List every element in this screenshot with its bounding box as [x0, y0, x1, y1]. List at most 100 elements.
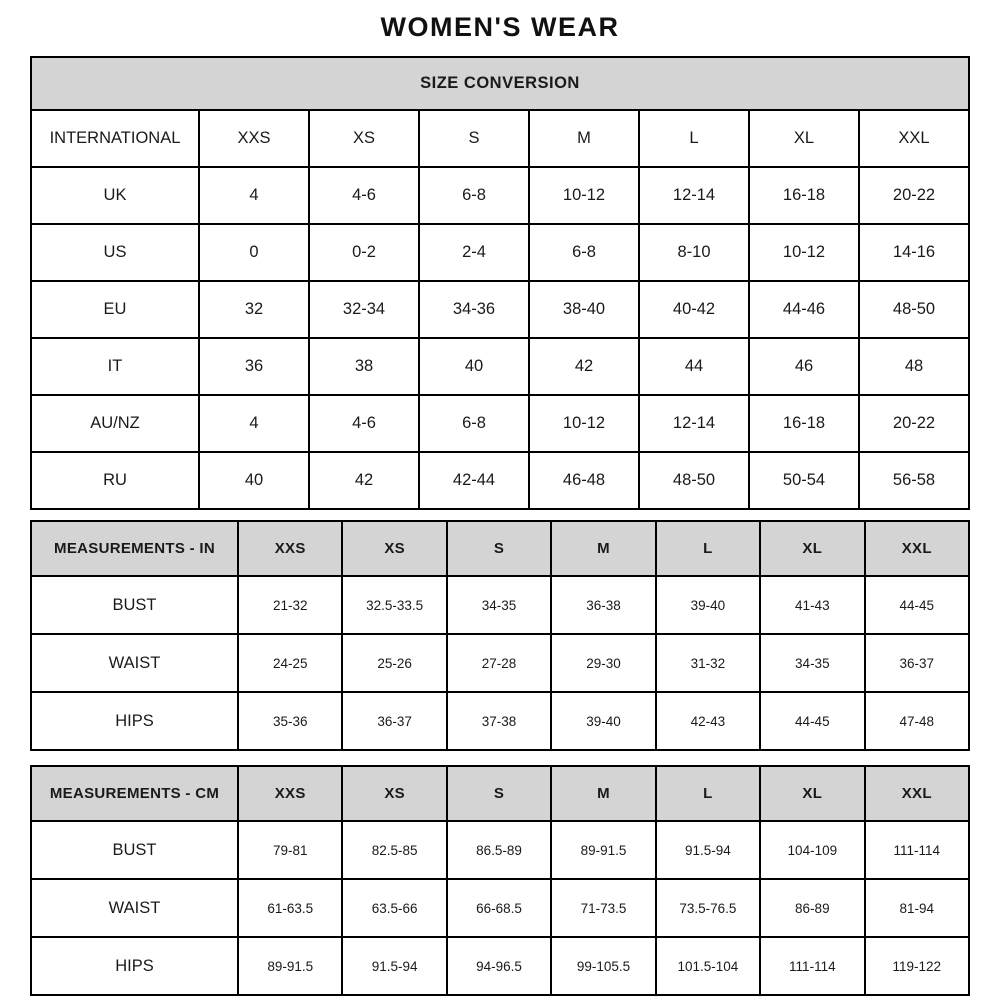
size-chart-cell-ru-xs: 42	[308, 451, 420, 510]
measurements-cm-table: MEASUREMENTS - CM XXS XS S M L XL XXL BUST 79-81 8…	[30, 765, 971, 996]
size-chart-row-label-ru: RU	[30, 451, 200, 510]
size-chart-cell-uk-xxs: 4	[198, 166, 310, 225]
size-chart-row-label-uk: UK	[30, 166, 200, 225]
measurements-cm-header-row: MEASUREMENTS - CM XXS XS S M L XL XXL	[30, 765, 971, 822]
measurements-in-cell-hips-xxl: 47-48	[863, 691, 971, 751]
size-chart-cell-au-nz-xs: 4-6	[308, 394, 420, 453]
size-chart-cell-au-nz-xl: 16-18	[748, 394, 860, 453]
measurements-cm-col-header-xxl: XXL	[863, 765, 971, 822]
measurements-in-cell-hips-xxs: 35-36	[236, 691, 344, 751]
measurements-cm-cell-bust-l: 91.5-94	[654, 820, 762, 880]
measurements-cm-cell-hips-xs: 91.5-94	[341, 936, 448, 996]
size-chart-cell-eu-m: 38-40	[528, 280, 640, 339]
size-chart-title: SIZE CONVERSION	[30, 56, 970, 111]
measurements-cm-cell-bust-xxs: 79-81	[236, 820, 344, 880]
measurements-in-row-label-bust: BUST	[30, 575, 239, 635]
measurements-in-header-row: MEASUREMENTS - IN XXS XS S M L XL XXL	[30, 520, 971, 577]
size-chart-cell-us-s: 2-4	[418, 223, 530, 282]
size-chart-cell-it-l: 44	[638, 337, 750, 396]
measurements-cm-row-bust: BUST 79-81 82.5-85 86.5-89 89-91.5 91.5-94 104…	[30, 820, 971, 880]
size-chart-cell-uk-xxl: 20-22	[858, 166, 970, 225]
measurements-in-row-label-hips: HIPS	[30, 691, 239, 751]
size-chart-cell-eu-xxl: 48-50	[858, 280, 970, 339]
size-chart-cell-uk-xl: 16-18	[748, 166, 860, 225]
size-chart-cell-ru-xxl: 56-58	[858, 451, 970, 510]
measurements-cm-cell-waist-m: 71-73.5	[550, 878, 657, 938]
size-chart-row-label-eu: EU	[30, 280, 200, 339]
measurements-in-row-bust: BUST 21-32 32.5-33.5 34-35 36-38 39-40 41-43 44…	[30, 575, 971, 635]
size-chart-cell-us-l: 8-10	[638, 223, 750, 282]
size-chart-col-header-s: S	[418, 109, 530, 168]
size-chart-row-eu: EU 32 32-34 34-36 38-40 40-42 44-46 48-50	[30, 280, 970, 339]
measurements-cm-row-hips: HIPS 89-91.5 91.5-94 94-96.5 99-105.5 101.5-1…	[30, 936, 971, 996]
measurements-cm-cell-waist-xxs: 61-63.5	[236, 878, 344, 938]
measurements-in-col-header-m: M	[550, 520, 657, 577]
size-chart-row-ru: RU 40 42 42-44 46-48 48-50 50-54 56-58	[30, 451, 970, 510]
measurements-cm-col-header-s: S	[445, 765, 553, 822]
measurements-cm-cell-bust-s: 86.5-89	[445, 820, 553, 880]
measurements-in-cell-waist-xxl: 36-37	[863, 633, 971, 693]
size-chart-cell-it-xs: 38	[308, 337, 420, 396]
measurements-cm-cell-hips-xxs: 89-91.5	[236, 936, 344, 996]
size-chart-cell-us-m: 6-8	[528, 223, 640, 282]
measurements-cm-row-label-hips: HIPS	[30, 936, 239, 996]
measurements-cm-cell-hips-xxl: 119-122	[863, 936, 971, 996]
measurements-in-cell-bust-m: 36-38	[550, 575, 657, 635]
size-chart-cell-it-xxl: 48	[858, 337, 970, 396]
measurements-in-cell-waist-xs: 25-26	[341, 633, 448, 693]
measurements-in-cell-hips-xl: 44-45	[759, 691, 866, 751]
size-conversion-table: SIZE CONVERSION INTERNATIONAL XXS XS S M L XL XX…	[30, 56, 970, 510]
size-chart-cell-uk-l: 12-14	[638, 166, 750, 225]
measurements-in-col-header-s: S	[445, 520, 553, 577]
measurements-cm-cell-waist-l: 73.5-76.5	[654, 878, 762, 938]
measurements-cm-col-header-l: L	[654, 765, 762, 822]
measurements-cm-cell-bust-xl: 104-109	[759, 820, 866, 880]
size-chart-cell-uk-m: 10-12	[528, 166, 640, 225]
measurements-in-corner-label: MEASUREMENTS - IN	[30, 520, 239, 577]
measurements-cm-cell-hips-s: 94-96.5	[445, 936, 553, 996]
measurements-cm-cell-waist-xl: 86-89	[759, 878, 866, 938]
size-chart-cell-au-nz-xxs: 4	[198, 394, 310, 453]
size-chart-row-label-au-nz: AU/NZ	[30, 394, 200, 453]
size-chart-cell-eu-l: 40-42	[638, 280, 750, 339]
measurements-cm-row-waist: WAIST 61-63.5 63.5-66 66-68.5 71-73.5 73.5-76…	[30, 878, 971, 938]
measurements-in-col-header-xxs: XXS	[236, 520, 344, 577]
measurements-in-cell-waist-l: 31-32	[654, 633, 762, 693]
measurements-in-col-header-xxl: XXL	[863, 520, 971, 577]
measurements-cm-cell-bust-m: 89-91.5	[550, 820, 657, 880]
size-chart-cell-ru-m: 46-48	[528, 451, 640, 510]
measurements-in-cell-bust-xl: 41-43	[759, 575, 866, 635]
size-chart-cell-it-m: 42	[528, 337, 640, 396]
size-chart-col-header-xxl: XXL	[858, 109, 970, 168]
size-chart-cell-eu-s: 34-36	[418, 280, 530, 339]
measurements-in-col-header-xl: XL	[759, 520, 866, 577]
size-chart-cell-uk-xs: 4-6	[308, 166, 420, 225]
measurements-in-cell-waist-s: 27-28	[445, 633, 553, 693]
measurements-in-row-waist: WAIST 24-25 25-26 27-28 29-30 31-32 34-35 36-37	[30, 633, 971, 693]
measurements-cm-cell-hips-xl: 111-114	[759, 936, 866, 996]
measurements-in-cell-bust-xxl: 44-45	[863, 575, 971, 635]
size-chart-col-header-xl: XL	[748, 109, 860, 168]
size-chart-cell-eu-xs: 32-34	[308, 280, 420, 339]
measurements-cm-corner-label: MEASUREMENTS - CM	[30, 765, 239, 822]
size-chart-header-row: INTERNATIONAL XXS XS S M L XL XXL	[30, 109, 970, 168]
size-chart-row-us: US 0 0-2 2-4 6-8 8-10 10-12 14-16	[30, 223, 970, 282]
size-chart-caption-row: SIZE CONVERSION	[30, 56, 970, 111]
measurements-cm-col-header-xxs: XXS	[236, 765, 344, 822]
measurements-in-cell-waist-xl: 34-35	[759, 633, 866, 693]
size-chart-row-label-us: US	[30, 223, 200, 282]
measurements-cm-col-header-m: M	[550, 765, 657, 822]
size-chart-cell-ru-xl: 50-54	[748, 451, 860, 510]
measurements-cm-col-header-xl: XL	[759, 765, 866, 822]
measurements-cm-row-label-waist: WAIST	[30, 878, 239, 938]
measurements-in-cell-hips-xs: 36-37	[341, 691, 448, 751]
measurements-in-cell-waist-m: 29-30	[550, 633, 657, 693]
size-chart-cell-us-xxs: 0	[198, 223, 310, 282]
size-chart-cell-au-nz-l: 12-14	[638, 394, 750, 453]
measurements-in-col-header-l: L	[654, 520, 762, 577]
size-chart-cell-ru-l: 48-50	[638, 451, 750, 510]
size-chart-cell-au-nz-xxl: 20-22	[858, 394, 970, 453]
measurements-in-cell-bust-l: 39-40	[654, 575, 762, 635]
measurements-cm-cell-hips-m: 99-105.5	[550, 936, 657, 996]
size-chart-col-header-xs: XS	[308, 109, 420, 168]
